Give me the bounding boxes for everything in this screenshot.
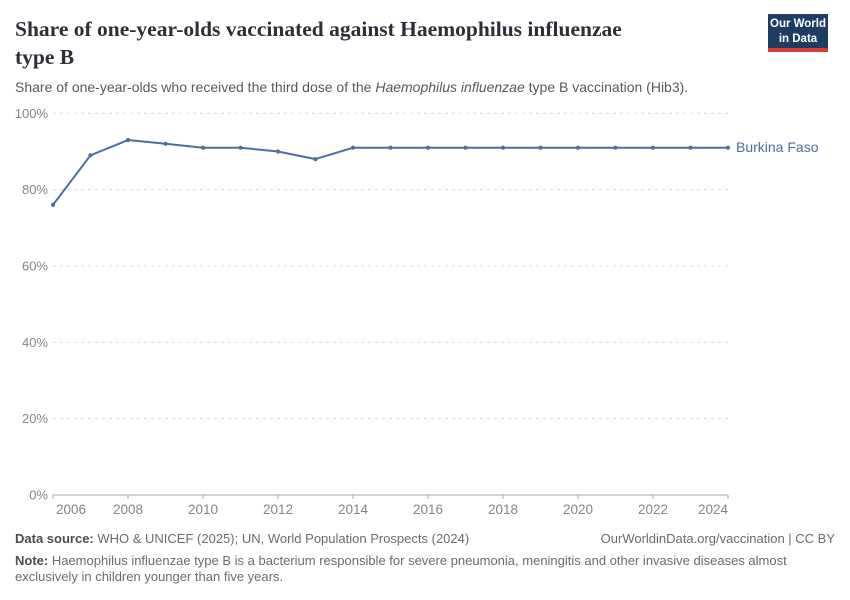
data-point[interactable] <box>688 145 693 150</box>
chart-svg[interactable]: 0% 20% 40% 60% 80% 100% 2006 2008 2010 2012 2014 20… <box>0 100 850 525</box>
data-point[interactable] <box>388 145 393 150</box>
citation-link[interactable]: OurWorldinData.org/vaccination | CC BY <box>600 531 835 546</box>
logo-line-1: Our World <box>770 18 827 30</box>
note-label: Note: <box>15 553 49 568</box>
logo-line-2: in Data <box>778 32 818 45</box>
title-line-2: type B <box>15 44 75 69</box>
data-source: Data source: WHO & UNICEF (2025); UN, Wo… <box>15 531 469 546</box>
owid-logo[interactable]: Our World in Data <box>768 14 828 53</box>
y-tick-label: 20% <box>22 411 48 426</box>
chart-area[interactable]: 0% 20% 40% 60% 80% 100% 2006 2008 2010 2012 2014 20… <box>0 100 850 525</box>
data-point[interactable] <box>238 145 243 150</box>
data-point[interactable] <box>275 149 281 154</box>
subtitle-suffix: type B vaccination (Hib3). <box>524 78 689 95</box>
data-point[interactable] <box>575 145 581 150</box>
data-point[interactable] <box>88 153 93 158</box>
x-tick-label: 2020 <box>563 502 593 517</box>
data-point[interactable] <box>425 145 431 150</box>
data-point[interactable] <box>613 145 618 150</box>
data-point[interactable] <box>463 145 468 150</box>
data-point[interactable] <box>538 145 543 150</box>
x-tick-label: 2018 <box>488 502 518 517</box>
chart-header: Share of one-year-olds vaccinated agains… <box>15 14 835 95</box>
y-tick-label: 40% <box>22 335 48 350</box>
x-tick-label: 2008 <box>113 502 143 517</box>
subtitle-prefix: Share of one-year-olds who received the … <box>15 78 376 95</box>
data-point[interactable] <box>50 202 56 207</box>
page-title: Share of one-year-olds vaccinated agains… <box>15 16 755 72</box>
data-point[interactable] <box>313 157 318 162</box>
data-point[interactable] <box>725 145 731 150</box>
title-line-1: Share of one-year-olds vaccinated agains… <box>15 17 622 41</box>
y-tick-label: 100% <box>15 106 49 121</box>
x-tick-label: 2022 <box>638 502 668 517</box>
series-end-label[interactable]: Burkina Faso <box>736 139 819 155</box>
chart-subtitle: Share of one-year-olds who received the … <box>15 79 815 95</box>
source-row: Data source: WHO & UNICEF (2025); UN, Wo… <box>15 531 835 546</box>
data-point[interactable] <box>500 145 506 150</box>
y-tick-label: 0% <box>29 488 48 503</box>
data-source-text: WHO & UNICEF (2025); UN, World Populatio… <box>93 531 470 546</box>
note-row: Note: Haemophilus influenzae type B is a… <box>15 553 815 586</box>
x-tick-label: 2012 <box>263 502 293 517</box>
data-point[interactable] <box>200 145 206 150</box>
x-tick-label: 2014 <box>338 502 369 517</box>
y-tick-label: 60% <box>22 258 48 273</box>
data-point[interactable] <box>350 145 356 150</box>
y-tick-label: 80% <box>22 182 48 197</box>
note-text: Haemophilus influenzae type B is a bacte… <box>15 553 787 585</box>
data-point[interactable] <box>125 137 131 143</box>
data-source-label: Data source: <box>15 531 94 546</box>
subtitle-italic: Haemophilus influenzae <box>375 78 525 95</box>
x-tick-label: 2010 <box>188 502 218 517</box>
chart-footer: Data source: WHO & UNICEF (2025); UN, Wo… <box>15 531 835 586</box>
data-point[interactable] <box>650 145 656 150</box>
data-point[interactable] <box>163 141 168 146</box>
x-tick-label: 2024 <box>698 502 729 517</box>
x-tick-label: 2006 <box>56 502 86 517</box>
x-tick-label: 2016 <box>413 502 443 517</box>
